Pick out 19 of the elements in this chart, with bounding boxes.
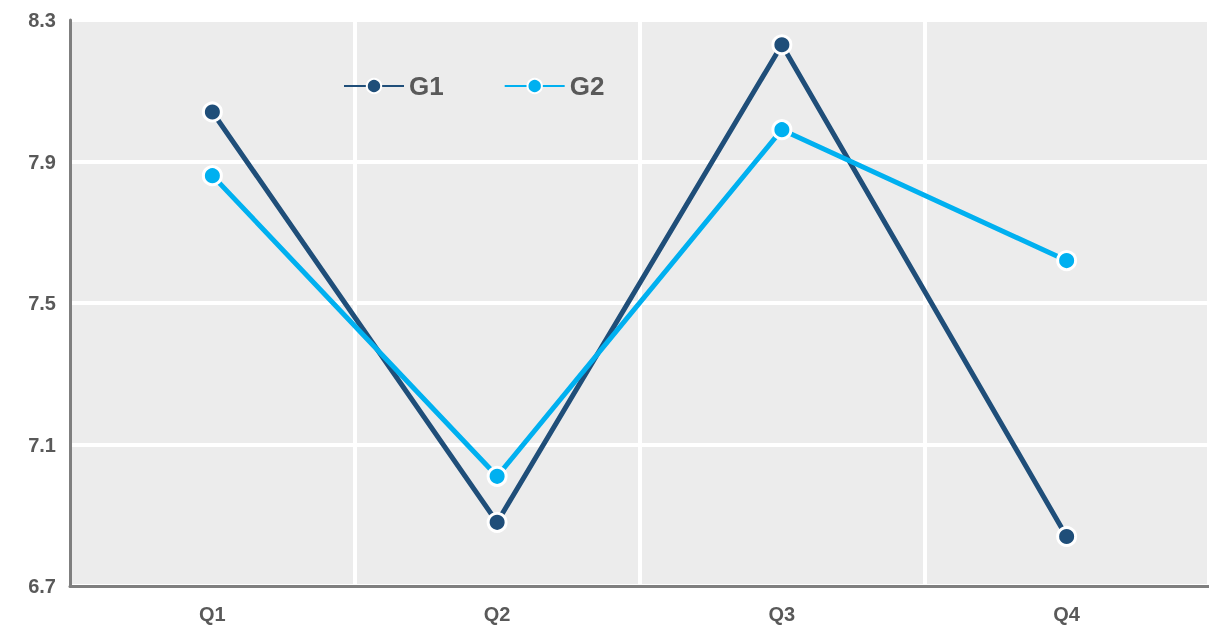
point <box>201 165 223 187</box>
x-tick-label: Q3 <box>768 603 796 625</box>
y-tick-label: 6.7 <box>28 575 56 597</box>
point <box>1056 250 1078 272</box>
point <box>486 511 508 533</box>
y-tick-label: 7.9 <box>28 150 56 173</box>
legend-label: G1 <box>409 71 444 101</box>
legend-label: G2 <box>569 71 605 101</box>
y-tick-label: 8.3 <box>28 9 56 31</box>
y-tick-label: 7.5 <box>28 292 56 314</box>
x-tick-label: Q4 <box>1053 603 1081 625</box>
point <box>771 119 793 141</box>
point <box>486 465 508 487</box>
point <box>201 101 223 123</box>
y-tick-label: 7.1 <box>28 433 56 456</box>
x-tick-label: Q2 <box>483 603 511 625</box>
point <box>771 34 793 56</box>
x-tick-label: Q1 <box>199 603 226 625</box>
point <box>1056 525 1078 547</box>
